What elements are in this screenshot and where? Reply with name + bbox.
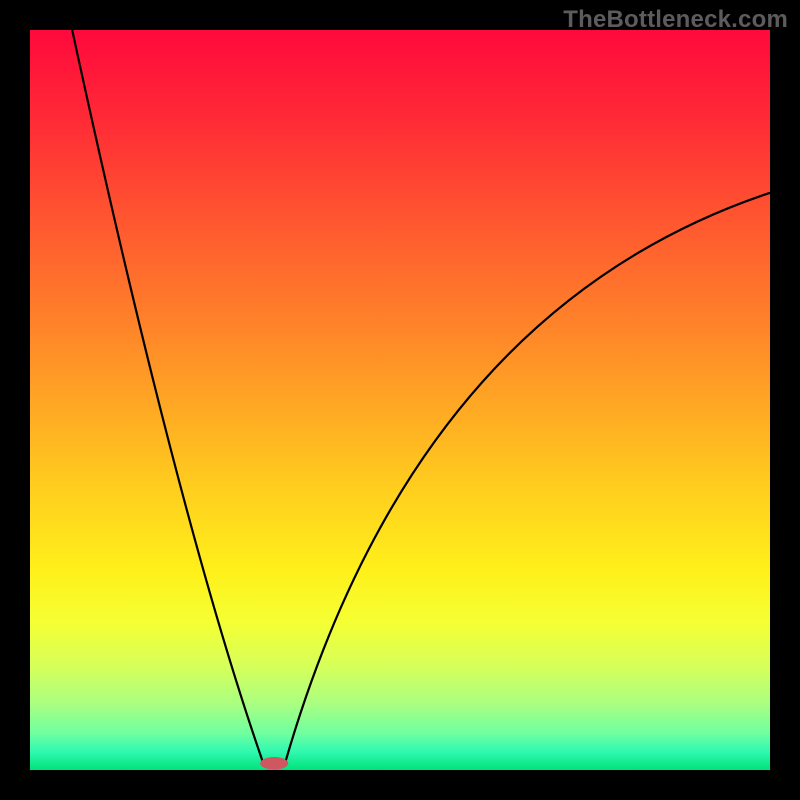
- optimal-point-marker: [260, 757, 288, 770]
- chart-svg: [0, 0, 800, 800]
- watermark-text: TheBottleneck.com: [563, 6, 788, 34]
- curve-right-branch: [285, 193, 770, 765]
- chart-frame: TheBottleneck.com: [0, 0, 800, 800]
- curve-left-branch: [72, 30, 264, 765]
